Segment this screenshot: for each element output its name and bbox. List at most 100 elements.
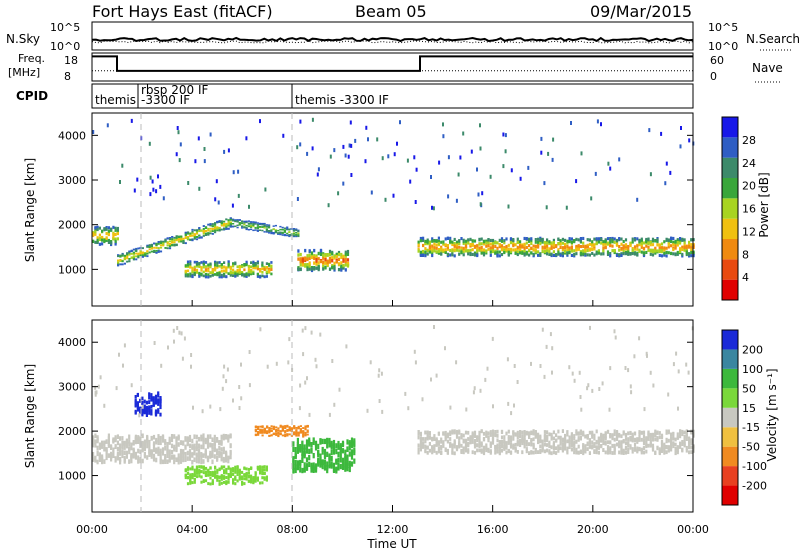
echo-cell-3 [204,473,208,477]
echo-cell-4 [193,273,196,277]
scatter-echo [227,148,230,153]
echo-cell-5 [670,445,673,449]
echo-cell-5 [455,240,459,244]
echo-cell-5 [640,437,643,442]
echo-cell-0 [157,446,160,452]
echo-cell-5 [609,244,612,248]
echo-cell-5 [519,240,522,244]
echo-cell-1 [150,404,153,409]
echo-cell-0 [218,451,221,456]
echo-cell-5 [417,443,420,448]
x-axis-label: Time UT [366,537,417,551]
echo-cell-3 [308,264,311,268]
echo-cell-5 [449,236,452,240]
echo-cell-5 [685,448,688,453]
scatter-echo [377,373,380,378]
echo-cell-0 [179,453,183,458]
echo-cell-4 [305,457,309,463]
echo-cell-3 [227,477,230,481]
echo-cell-1 [159,396,162,400]
echo-cell-5 [455,243,459,247]
echo-cell-5 [620,445,623,450]
echo-cell-5 [692,433,695,438]
echo-cell-3 [184,474,187,477]
scatter-echo [477,192,480,197]
echo-cell-0 [159,456,162,461]
echo-cell-2 [275,434,278,436]
echo-cell-2 [302,431,305,433]
scatter-echo [568,365,571,370]
echo-cell-1 [119,260,122,262]
echo-cell-0 [161,438,165,443]
echo-cell-4 [184,264,187,267]
echo-cell-5 [444,250,447,254]
scatter-echo [415,167,418,172]
echo-cell-5 [541,248,544,252]
echo-cell-3 [310,267,314,271]
echo-cell-5 [676,243,679,247]
echo-cell-5 [498,440,501,444]
echo-cell-4 [198,265,201,268]
echo-cell-3 [200,475,203,479]
echo-cell-3 [198,471,201,475]
echo-cell-5 [478,246,481,250]
echo-cell-5 [658,246,661,250]
echo-cell-4 [350,461,354,467]
echo-cell-4 [328,455,331,461]
echo-cell-0 [157,434,160,439]
echo-cell-5 [471,243,474,247]
echo-cell-5 [469,440,472,445]
echo-cell-3 [241,470,244,474]
echo-cell-5 [624,450,628,455]
echo-cell-5 [640,245,643,249]
echo-cell-1 [150,397,153,402]
echo-cell-5 [670,432,673,437]
scatter-echo [596,119,599,124]
echo-cell-5 [444,434,447,439]
echo-cell-5 [485,443,488,448]
x-tick-label: 00:00 [76,523,108,536]
echo-cell-0 [94,458,97,463]
echo-cell-5 [627,450,630,454]
echo-cell-4 [218,271,221,275]
echo-cell-3 [310,255,314,260]
echo-cell-1 [139,250,142,253]
echo-cell-0 [107,433,110,439]
echo-cell-5 [665,429,668,434]
echo-cell-3 [191,467,194,471]
echo-cell-4 [292,456,295,462]
echo-cell-5 [595,445,598,450]
echo-cell-5 [658,243,661,247]
echo-cell-5 [660,441,664,446]
echo-cell-1 [157,247,160,249]
echo-cell-5 [588,445,591,449]
echo-cell-4 [200,261,203,264]
echo-cell-5 [642,241,646,245]
echo-cell-1 [168,237,172,239]
echo-cell-5 [674,442,677,447]
echo-cell-1 [211,223,214,225]
echo-cell-0 [141,446,144,452]
echo-cell-2 [290,427,293,430]
echo-cell-0 [200,444,203,450]
echo-cell-5 [446,252,449,256]
echo-cell-3 [189,467,192,471]
echo-cell-5 [512,433,515,438]
echo-cell-4 [202,265,205,269]
echo-cell-5 [539,242,542,246]
echo-cell-0 [150,450,153,456]
echo-cell-5 [532,248,535,252]
echo-cell-5 [570,433,573,438]
echo-cell-5 [512,238,515,242]
echo-cell-0 [123,445,126,450]
echo-cell-1 [136,392,139,397]
echo-cell-2 [254,430,257,433]
echo-cell-5 [640,447,643,452]
echo-cell-3 [232,478,235,482]
echo-cell-1 [141,410,144,415]
echo-cell-0 [175,444,178,450]
echo-cell-5 [422,238,425,242]
echo-cell-5 [534,248,537,252]
echo-cell-4 [189,265,192,269]
echo-cell-5 [557,435,560,440]
